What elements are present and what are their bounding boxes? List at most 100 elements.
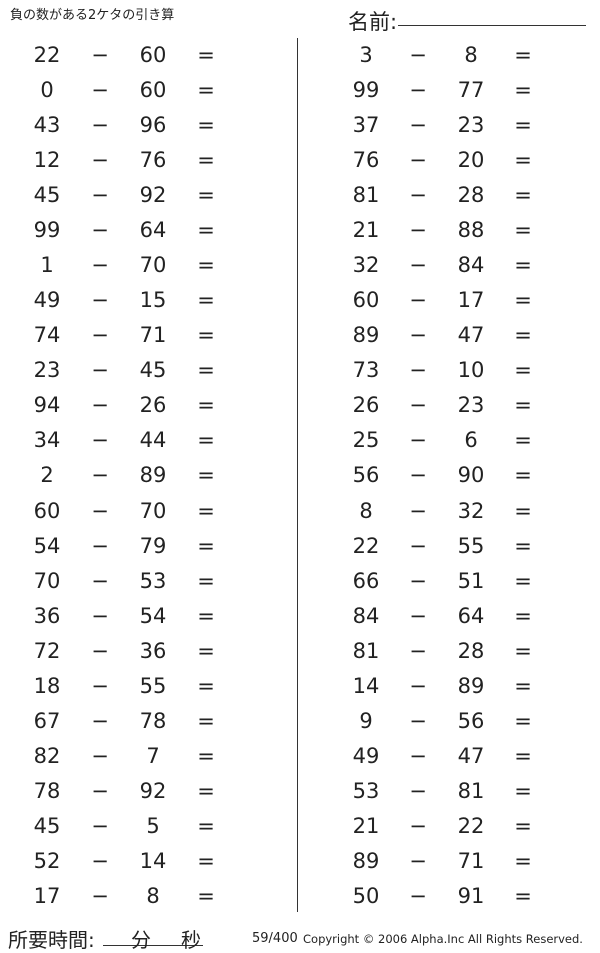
time-field[interactable] <box>103 945 203 946</box>
subtrahend: 10 <box>457 358 485 383</box>
equals-sign: = <box>514 708 532 733</box>
subtrahend: 64 <box>457 603 485 628</box>
equals-sign: = <box>514 883 532 908</box>
subtrahend: 92 <box>139 183 167 208</box>
equals-sign: = <box>197 288 215 313</box>
equals-sign: = <box>514 813 532 838</box>
equals-sign: = <box>514 848 532 873</box>
minuend: 89 <box>352 848 380 873</box>
equals-sign: = <box>197 673 215 698</box>
equals-sign: = <box>514 463 532 488</box>
minus-sign: − <box>91 393 109 418</box>
minuend: 52 <box>33 848 61 873</box>
minuend: 73 <box>352 358 380 383</box>
subtrahend: 7 <box>146 743 160 768</box>
equals-sign: = <box>514 288 532 313</box>
equals-sign: = <box>197 463 215 488</box>
minus-sign: − <box>91 778 109 803</box>
subtrahend: 23 <box>457 393 485 418</box>
minus-sign: − <box>409 323 427 348</box>
minuend: 60 <box>33 498 61 523</box>
subtrahend: 15 <box>139 288 167 313</box>
minus-sign: − <box>91 218 109 243</box>
equals-sign: = <box>514 568 532 593</box>
subtrahend: 60 <box>139 43 167 67</box>
minuend: 67 <box>33 708 61 733</box>
minuend: 1 <box>40 253 54 278</box>
minutes-label: 分 <box>131 928 151 952</box>
minuend: 60 <box>352 288 380 313</box>
minuend: 18 <box>33 673 61 698</box>
minuend: 45 <box>33 183 61 208</box>
minus-sign: − <box>409 78 427 103</box>
column-divider <box>297 38 298 912</box>
equals-sign: = <box>514 78 532 103</box>
subtrahend: 71 <box>139 323 167 348</box>
minus-sign: − <box>91 428 109 453</box>
minuend: 23 <box>33 358 61 383</box>
subtrahend: 79 <box>139 533 167 558</box>
equals-sign: = <box>514 428 532 453</box>
subtrahend: 6 <box>464 428 478 453</box>
subtrahend: 20 <box>457 148 485 173</box>
equals-sign: = <box>197 743 215 768</box>
equals-sign: = <box>514 43 532 67</box>
equals-sign: = <box>197 78 215 103</box>
subtrahend: 26 <box>139 393 167 418</box>
minus-sign: − <box>91 498 109 523</box>
minus-sign: − <box>409 288 427 313</box>
minus-sign: − <box>409 883 427 908</box>
equals-sign: = <box>197 883 215 908</box>
equals-sign: = <box>197 253 215 278</box>
subtrahend: 90 <box>457 463 485 488</box>
equals-sign: = <box>197 603 215 628</box>
minuend: 53 <box>352 778 380 803</box>
equals-sign: = <box>197 43 215 67</box>
minus-sign: − <box>409 533 427 558</box>
minuend: 99 <box>352 78 380 103</box>
subtrahend: 28 <box>457 638 485 663</box>
minus-sign: − <box>91 113 109 138</box>
minuend: 66 <box>352 568 380 593</box>
minus-sign: − <box>409 673 427 698</box>
minuend: 8 <box>359 498 373 523</box>
minus-sign: − <box>91 533 109 558</box>
page-number: 59/400 <box>252 931 298 946</box>
copyright: Copyright © 2006 Alpha.Inc All Rights Re… <box>303 932 583 946</box>
minus-sign: − <box>91 323 109 348</box>
name-field[interactable] <box>398 25 586 26</box>
minuend: 14 <box>352 673 380 698</box>
equals-sign: = <box>197 708 215 733</box>
equals-sign: = <box>197 393 215 418</box>
equals-sign: = <box>197 848 215 873</box>
minuend: 70 <box>33 568 61 593</box>
minus-sign: − <box>409 148 427 173</box>
equals-sign: = <box>514 778 532 803</box>
equals-sign: = <box>197 428 215 453</box>
subtrahend: 77 <box>457 78 485 103</box>
minus-sign: − <box>409 393 427 418</box>
minus-sign: − <box>409 253 427 278</box>
subtrahend: 89 <box>139 463 167 488</box>
minus-sign: − <box>91 813 109 838</box>
equals-sign: = <box>197 568 215 593</box>
subtrahend: 92 <box>139 778 167 803</box>
minuend: 17 <box>33 883 61 908</box>
equals-sign: = <box>197 148 215 173</box>
minuend: 34 <box>33 428 61 453</box>
subtrahend: 53 <box>139 568 167 593</box>
subtrahend: 45 <box>139 358 167 383</box>
minus-sign: − <box>409 708 427 733</box>
minus-sign: − <box>409 848 427 873</box>
minus-sign: − <box>91 148 109 173</box>
equals-sign: = <box>197 498 215 523</box>
minus-sign: − <box>409 43 427 67</box>
minuend: 84 <box>352 603 380 628</box>
equals-sign: = <box>197 113 215 138</box>
equals-sign: = <box>514 673 532 698</box>
minuend: 36 <box>33 603 61 628</box>
minuend: 21 <box>352 218 380 243</box>
minuend: 72 <box>33 638 61 663</box>
minuend: 94 <box>33 393 61 418</box>
equals-sign: = <box>514 218 532 243</box>
